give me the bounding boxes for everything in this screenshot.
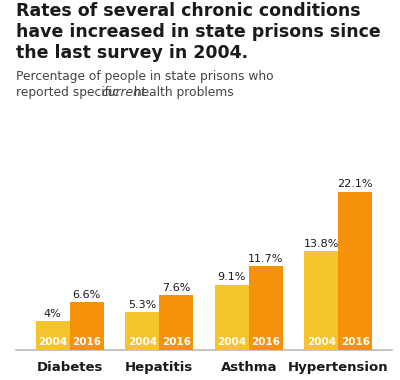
- Text: 6.6%: 6.6%: [72, 290, 101, 300]
- Bar: [249, 266, 283, 350]
- Text: have increased in state prisons since: have increased in state prisons since: [16, 23, 381, 41]
- Bar: [215, 285, 249, 350]
- Text: 22.1%: 22.1%: [338, 179, 373, 189]
- Bar: [338, 192, 372, 350]
- Text: 7.6%: 7.6%: [162, 283, 190, 293]
- Text: 2004: 2004: [38, 337, 67, 347]
- Text: current: current: [101, 86, 146, 99]
- Text: 4%: 4%: [44, 309, 62, 319]
- Text: 2016: 2016: [72, 337, 101, 347]
- Text: reported specific: reported specific: [16, 86, 123, 99]
- Text: 2004: 2004: [307, 337, 336, 347]
- Bar: [70, 302, 104, 350]
- Text: 2004: 2004: [128, 337, 157, 347]
- Text: Percentage of people in state prisons who: Percentage of people in state prisons wh…: [16, 70, 274, 83]
- Text: 2016: 2016: [341, 337, 370, 347]
- Text: Rates of several chronic conditions: Rates of several chronic conditions: [16, 2, 361, 20]
- Bar: [304, 251, 338, 350]
- Text: health problems: health problems: [130, 86, 234, 99]
- Text: 5.3%: 5.3%: [128, 299, 156, 310]
- Text: 2016: 2016: [251, 337, 280, 347]
- Text: 9.1%: 9.1%: [218, 272, 246, 282]
- Text: 2016: 2016: [162, 337, 191, 347]
- Bar: [36, 321, 70, 350]
- Bar: [159, 295, 193, 350]
- Text: 2004: 2004: [217, 337, 246, 347]
- Text: 11.7%: 11.7%: [248, 254, 284, 264]
- Text: the last survey in 2004.: the last survey in 2004.: [16, 44, 248, 62]
- Text: 13.8%: 13.8%: [304, 239, 339, 249]
- Bar: [125, 312, 159, 350]
